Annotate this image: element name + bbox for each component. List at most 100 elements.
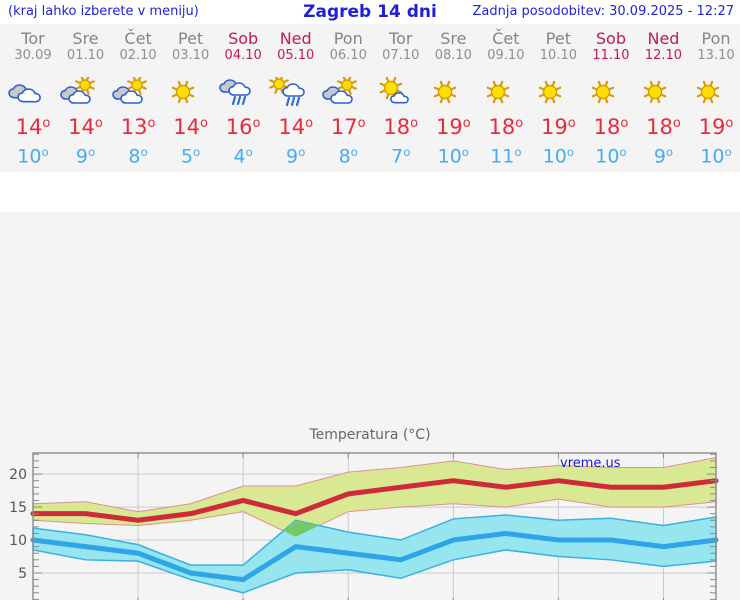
partly-cloudy-icon [322,77,358,104]
max-temperature: 16o [225,115,261,140]
forecast-day-5[interactable]: Sob 04.10 16o 4o [215,30,271,168]
temp-y-tick-label: 10 [9,533,27,549]
day-name: Čet [124,29,152,48]
max-temperature: 19o [541,115,576,140]
min-temperature: 4o [233,145,253,168]
max-temperature: 14o [68,115,103,140]
day-date: 10.10 [539,48,577,63]
max-temperature: 19o [698,115,734,140]
day-name: Sre [440,29,467,48]
max-temperature: 14o [278,115,314,140]
forecast-day-6[interactable]: Ned 05.10 14o 9o [268,30,324,168]
sunny-icon [696,80,720,104]
forecast-day-8[interactable]: Tor 07.10 18o 7o [373,30,429,168]
rain-icon [219,79,251,106]
forecast-day-3[interactable]: Čet 02.10 13o 8o [110,30,166,168]
min-temperature: 10o [17,145,49,168]
sunny-icon [434,80,457,104]
forecast-day-13[interactable]: Ned 12.10 18o 9o [635,30,691,168]
mostly-sunny-icon [379,77,409,104]
min-temperature: 8o [128,145,148,168]
day-date: 11.10 [592,48,630,63]
day-name: Tor [389,29,413,48]
forecast-day-10[interactable]: Čet 09.10 18o 11o [478,30,534,168]
day-date: 05.10 [277,48,315,63]
forecast-day-14[interactable]: Pon 13.10 19o 10o [688,30,740,168]
weather-icon-slot [5,77,61,109]
min-temperature: 9o [75,145,96,168]
min-temperature: 8o [338,145,358,168]
sunny-icon [644,80,667,104]
day-date: 30.09 [14,48,52,63]
forecast-strip: Tor 30.09 14o 10o Sre 01.10 14o 9o Čet 02.10 13o 8o… [0,24,740,172]
watermark: vreme.us [560,456,621,471]
day-date: 07.10 [382,48,420,63]
forecast-day-9[interactable]: Sre 08.10 19o 10o [425,30,481,168]
forecast-day-1[interactable]: Tor 30.09 14o 10o [5,30,61,168]
day-name: Sob [595,29,626,48]
day-date: 08.10 [434,48,472,63]
min-temperature: 10o [542,145,575,168]
partly-cloudy-icon [112,77,147,104]
weather-icon-slot [530,77,586,109]
page-header: (kraj lahko izberete v meniju) Zagreb 14… [0,0,740,24]
max-temperature: 18o [646,115,681,140]
day-name: Pon [333,29,363,48]
weather-icon-slot [163,77,219,109]
day-date: 01.10 [66,48,105,63]
day-date: 13.10 [697,48,735,63]
forecast-day-12[interactable]: Sob 11.10 18o 10o [583,30,639,168]
min-temperature: 10o [700,145,732,168]
max-temperature: 14o [15,115,51,140]
max-temperature: 18o [488,115,524,140]
day-name: Pet [178,29,204,48]
sunny-icon [486,80,510,104]
max-temperature: 14o [173,115,208,140]
day-name: Čet [492,29,520,48]
day-date: 02.10 [119,48,157,63]
day-date: 04.10 [224,48,262,63]
day-name: Sre [72,29,99,48]
sunny-icon [591,80,615,104]
forecast-day-4[interactable]: Pet 03.10 14o 5o [163,30,219,168]
weather-icon-slot [268,77,324,109]
day-name: Pon [701,29,731,48]
weather-icon-slot [320,77,376,109]
page-title: Zagreb 14 dni [303,2,437,22]
sunny-icon [539,80,562,104]
min-temperature: 9o [286,145,306,168]
weather-icon-slot [583,77,639,109]
location-menu-hint[interactable]: (kraj lahko izberete v meniju) [8,4,199,19]
min-temperature: 10o [595,145,627,168]
temperature-chart: 5 10 15 20 vreme.us [9,452,719,600]
weather-icon-slot [215,77,271,109]
day-name: Ned [647,29,680,48]
day-name: Pet [545,29,571,48]
temp-y-tick-label: 5 [18,566,27,582]
min-temperature: 10o [437,145,469,168]
cloudy-icon [8,84,41,103]
weather-icon-slot [58,77,114,109]
forecast-day-11[interactable]: Pet 10.10 19o 10o [530,30,586,168]
min-temperature: 7o [391,145,411,168]
day-date: 12.10 [644,48,683,63]
min-temperature: 11o [490,145,522,168]
temp-y-tick-label: 15 [9,500,27,516]
sun-rain-icon [268,77,305,107]
max-temperature: 19o [435,115,471,140]
max-temperature: 18o [383,115,419,140]
last-update-label: Zadnja posodobitev: 30.09.2025 - 12:27 [472,4,734,19]
forecast-day-2[interactable]: Sre 01.10 14o 9o [58,30,114,168]
weather-icon-slot [110,77,166,109]
max-temperature: 13o [120,115,156,140]
weather-icon-slot [478,77,534,109]
temperature-chart-title: Temperatura (°C) [309,427,431,443]
max-temperature: 18o [593,115,629,140]
weather-icon-slot [373,77,429,109]
partly-cloudy-icon [59,77,95,104]
day-name: Tor [21,29,45,48]
day-date: 03.10 [172,48,210,63]
forecast-day-7[interactable]: Pon 06.10 17o 8o [320,30,376,168]
